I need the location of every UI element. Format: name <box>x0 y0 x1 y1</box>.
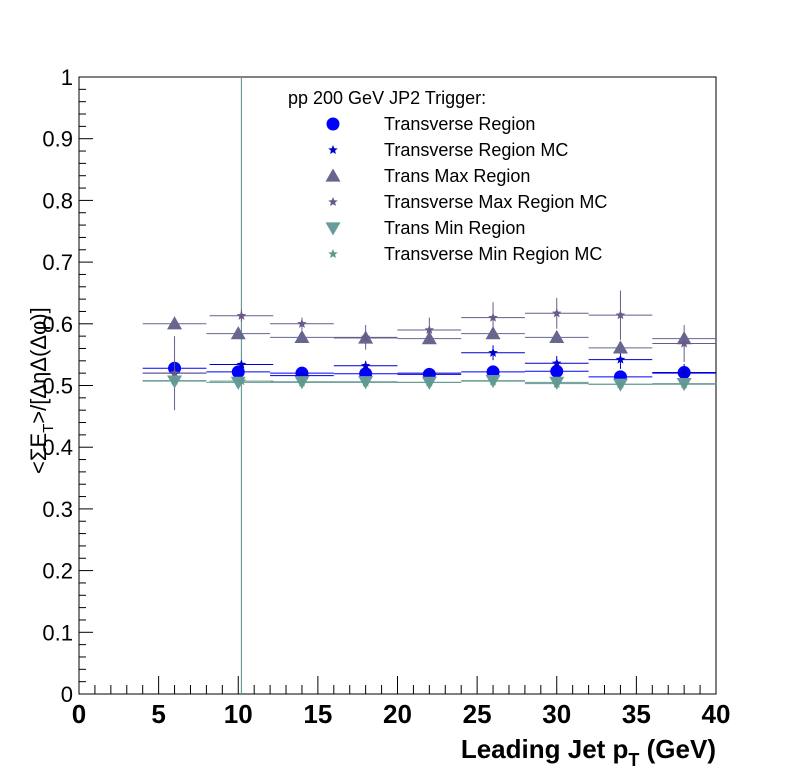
x-axis-title: Leading Jet pT (GeV) <box>461 734 716 770</box>
legend-label: Trans Max Region <box>384 166 530 186</box>
legend-entry: Trans Max Region <box>325 166 530 186</box>
data-point <box>360 332 371 342</box>
legend-label: Trans Min Region <box>384 218 525 238</box>
y-tick-label: 0.6 <box>42 312 73 337</box>
data-point <box>236 310 247 320</box>
y-tick-label: 0.9 <box>42 127 73 152</box>
data-point <box>550 364 564 378</box>
legend-entry: Transverse Max Region MC <box>328 192 607 212</box>
x-tick-label: 15 <box>303 699 332 729</box>
data-point <box>551 358 562 368</box>
y-tick-label: 1 <box>61 65 73 90</box>
x-tick-label: 0 <box>72 699 86 729</box>
data-point <box>169 368 180 378</box>
legend-label: Transverse Region <box>384 114 535 134</box>
x-tick-label: 10 <box>224 699 253 729</box>
data-point <box>615 354 626 364</box>
data-point <box>297 377 307 387</box>
data-point <box>230 326 246 340</box>
data-point <box>679 368 689 378</box>
legend-marker <box>328 249 338 259</box>
data-point <box>615 310 626 320</box>
data-point <box>488 312 498 322</box>
legend-entry: Transverse Min Region MC <box>328 244 602 264</box>
y-tick-label: 0.4 <box>42 435 73 460</box>
data-point <box>231 365 245 379</box>
x-tick-label: 30 <box>542 699 571 729</box>
legend-marker <box>326 117 340 131</box>
data-point <box>294 329 310 343</box>
data-point <box>488 376 498 386</box>
data-point <box>679 379 689 389</box>
data-point <box>615 379 626 389</box>
legend-label: Transverse Max Region MC <box>384 192 607 212</box>
data-point <box>360 360 371 370</box>
y-axis-ticks: 0 0.1 0.2 0.3 0.4 0.5 0.6 0.7 0.8 0.9 1 <box>42 65 93 707</box>
data-point <box>236 376 247 386</box>
series-4 <box>142 290 716 411</box>
legend-marker <box>328 197 338 207</box>
legend-entry: Transverse Region <box>326 114 535 134</box>
y-axis-title: <ΣET>/[ΔηΔ(Δφ)] <box>26 307 57 474</box>
data-point <box>297 370 307 380</box>
legend-title: pp 200 GeV JP2 Trigger: <box>288 88 486 108</box>
y-tick-label: 0.1 <box>42 620 73 645</box>
legend-label: Transverse Min Region MC <box>384 244 602 264</box>
x-tick-label: 35 <box>622 699 651 729</box>
data-point <box>297 318 307 328</box>
x-tick-label: 25 <box>463 699 492 729</box>
data-point <box>424 324 435 335</box>
legend-entry: Transverse Region MC <box>328 140 568 160</box>
legend-label: Transverse Region MC <box>384 140 568 160</box>
data-point <box>551 308 562 318</box>
data-point <box>169 375 180 385</box>
y-tick-label: 0.3 <box>42 497 73 522</box>
y-tick-label: 0 <box>61 682 73 707</box>
x-tick-label: 40 <box>702 699 731 729</box>
data-point <box>612 340 628 354</box>
legend-marker <box>325 222 341 236</box>
data-point <box>424 368 435 378</box>
x-tick-label: 5 <box>151 699 165 729</box>
legend-entry: Trans Min Region <box>325 218 525 238</box>
data-point <box>236 359 247 369</box>
data-point <box>424 377 435 387</box>
x-tick-label: 20 <box>383 699 412 729</box>
data-point <box>549 329 565 343</box>
y-tick-label: 0.2 <box>42 559 73 584</box>
data-point <box>167 316 183 330</box>
y-tick-label: 0.8 <box>42 188 73 213</box>
data-point <box>488 347 498 357</box>
data-point <box>551 378 562 388</box>
data-series <box>142 290 716 411</box>
x-axis-ticks: 0 5 10 15 20 25 30 35 40 <box>72 676 731 729</box>
legend-marker <box>325 168 341 182</box>
y-tick-label: 0.7 <box>42 250 73 275</box>
y-tick-label: 0.5 <box>42 374 73 399</box>
data-point <box>360 377 371 387</box>
legend-marker <box>328 145 338 155</box>
data-point <box>679 338 689 348</box>
series-6 <box>142 375 716 389</box>
legend: pp 200 GeV JP2 Trigger: Transverse Regio… <box>288 88 607 264</box>
